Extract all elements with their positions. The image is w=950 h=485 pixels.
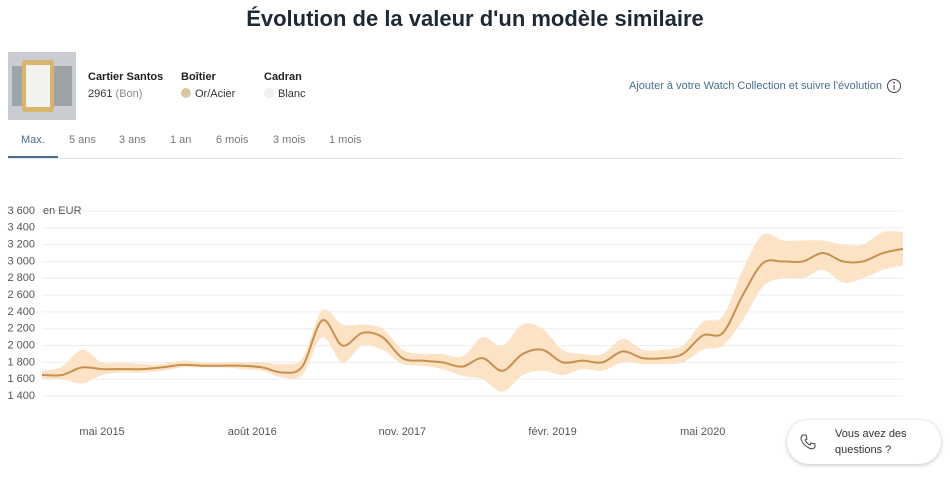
y-tick-label: 2 600 bbox=[7, 289, 35, 301]
tab[interactable]: Max. bbox=[8, 134, 58, 158]
page-title: Évolution de la valeur d'un modèle simil… bbox=[246, 6, 704, 31]
y-tick-label: 3 200 bbox=[7, 239, 35, 251]
x-tick-label: févr. 2019 bbox=[528, 426, 576, 438]
case-label: Boîtier bbox=[181, 71, 216, 83]
dial-value: Blanc bbox=[278, 88, 306, 100]
watch-reference: 2961 bbox=[88, 88, 113, 100]
tab[interactable]: 6 mois bbox=[216, 134, 249, 146]
chat-text: Vous avez des questions ? bbox=[835, 428, 907, 456]
x-tick-label: nov. 2017 bbox=[379, 426, 427, 438]
y-tick-label: 2 200 bbox=[7, 323, 35, 335]
case-value: Or/Acier bbox=[195, 88, 236, 100]
y-tick-label: 3 600 bbox=[7, 205, 35, 217]
chart: 1 400 1 600 1 800 2 000 2 200 2 400 2 600 2 800… bbox=[7, 205, 904, 438]
y-tick-label: 3 000 bbox=[7, 255, 35, 267]
x-tick-label: mai 2020 bbox=[680, 426, 725, 438]
value-line bbox=[41, 247, 904, 377]
collection-link[interactable]: Ajouter à votre Watch Collection et suiv… bbox=[629, 80, 882, 92]
y-tick-label: 1 800 bbox=[7, 356, 35, 368]
phone-icon bbox=[800, 434, 816, 450]
tab[interactable]: 5 ans bbox=[69, 134, 96, 146]
tab[interactable]: 1 mois bbox=[329, 134, 362, 146]
x-tick-label: août 2016 bbox=[228, 426, 277, 438]
x-tick-label: mai 2015 bbox=[79, 426, 124, 438]
y-tick-label: 1 600 bbox=[7, 373, 35, 385]
range-band bbox=[42, 231, 903, 392]
y-tick-label: 1 400 bbox=[7, 390, 35, 402]
chat-button[interactable]: Vous avez des questions ? bbox=[787, 420, 941, 464]
y-tick-label: 2 000 bbox=[7, 339, 35, 351]
dial-label: Cadran bbox=[264, 71, 302, 83]
y-tick-label: 2 800 bbox=[7, 272, 35, 284]
unit-label: en EUR bbox=[43, 205, 82, 217]
tab[interactable]: 3 ans bbox=[119, 134, 146, 146]
watch-condition: (Bon) bbox=[115, 88, 143, 100]
y-tick-label: 3 400 bbox=[7, 222, 35, 234]
watch-model: Cartier Santos bbox=[88, 71, 164, 83]
tab-bar: Max. 5 ans 3 ans 1 an 6 mois 3 mois 1 mois bbox=[8, 132, 902, 159]
info-icon[interactable] bbox=[886, 78, 902, 94]
watch-image bbox=[8, 52, 76, 120]
y-tick-label: 2 400 bbox=[7, 306, 35, 318]
tab[interactable]: 1 an bbox=[170, 134, 192, 146]
tab[interactable]: 3 mois bbox=[273, 134, 306, 146]
